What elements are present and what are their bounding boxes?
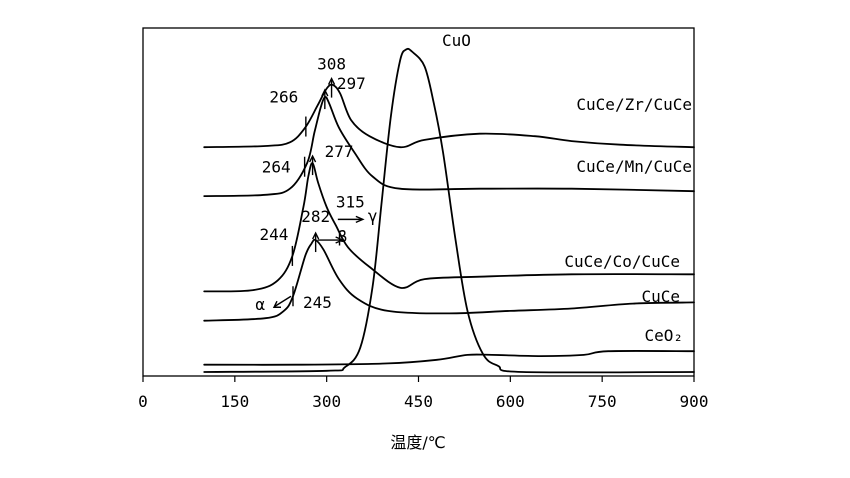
series-label-ceo: CeO₂ xyxy=(644,326,683,345)
curve-cuce-mn-cuce xyxy=(203,96,695,197)
curve-ceo xyxy=(203,350,695,366)
peak-marker-308-0-head xyxy=(327,77,336,85)
curve-cuce xyxy=(203,238,695,322)
x-tick-label-900: 900 xyxy=(680,392,709,411)
peak-marker-282-8-head xyxy=(312,231,320,240)
curve-cuce-co-cuce xyxy=(203,162,695,293)
peak-marker-297-2-head xyxy=(321,88,329,97)
x-tick-label-750: 750 xyxy=(588,392,617,411)
x-tick-label-450: 450 xyxy=(404,392,433,411)
peak-marker-mark-11 xyxy=(274,295,292,307)
series-label-cuce-mn-cuce: CuCe/Mn/CuCe xyxy=(576,157,692,176)
peak-label-308-0: 308 xyxy=(317,55,346,74)
series-label-cuce-co-cuce: CuCe/Co/CuCe xyxy=(564,252,680,271)
peak-label-245-10: 245 xyxy=(303,293,332,312)
curve-cuce-zr-cuce xyxy=(203,83,695,149)
plot-frame xyxy=(142,27,695,377)
curves xyxy=(203,47,695,374)
x-tick-label-600: 600 xyxy=(496,392,525,411)
series-label-cuce-zr-cuce: CuCe/Zr/CuCe xyxy=(576,95,692,114)
peak-marker-mark-9-head xyxy=(335,236,345,244)
peak-label-mark-11: α xyxy=(255,295,265,314)
series-label-cuo: CuO xyxy=(442,31,471,50)
curve-cuo xyxy=(203,47,695,374)
x-axis: 0 150 300 450 600 750 900 xyxy=(138,376,708,411)
peak-markers xyxy=(272,77,365,308)
peak-marker-315-5-head xyxy=(355,215,365,224)
series-label-cuce: CuCe xyxy=(641,287,680,306)
x-tick-label-300: 300 xyxy=(312,392,341,411)
peak-marker-mark-11-head xyxy=(272,300,281,308)
peak-label-mark-9: β xyxy=(338,227,348,246)
x-axis-label: 温度/℃ xyxy=(390,433,445,452)
peak-label-315-5: 315 xyxy=(336,192,365,211)
peak-marker-277-4-head xyxy=(308,154,317,163)
peak-label-264-3: 264 xyxy=(262,158,291,177)
peak-label-266-1: 266 xyxy=(269,88,298,107)
x-tick-label-150: 150 xyxy=(220,392,249,411)
peak-label-297-2: 297 xyxy=(337,74,366,93)
chart-labels: CuCe/Zr/CuCe CuCe/Mn/CuCe CuCe/Co/CuCe CuCe… xyxy=(255,31,692,345)
peak-label-277-4: 277 xyxy=(325,142,354,161)
x-tick-label-0: 0 xyxy=(138,392,148,411)
peak-label-244-7: 244 xyxy=(259,225,288,244)
peak-label-mark-6: γ xyxy=(368,206,378,225)
peak-label-282-8: 282 xyxy=(301,207,330,226)
